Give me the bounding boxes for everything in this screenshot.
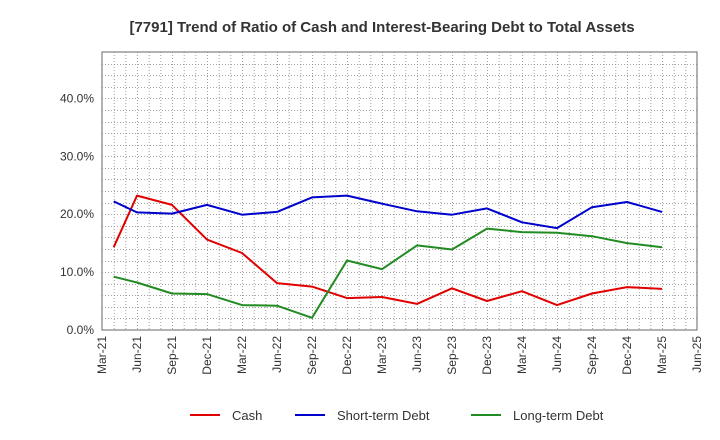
series-line-long-term-debt <box>113 227 663 319</box>
y-tick-label: 10.0% <box>60 265 94 279</box>
y-tick-label: 40.0% <box>60 91 94 105</box>
series-layer <box>112 194 663 319</box>
x-tick-label: Jun-22 <box>270 336 284 373</box>
plot-frame <box>101 51 698 331</box>
x-tick-label: Mar-21 <box>95 336 109 374</box>
series-line-short-term-debt <box>113 194 663 230</box>
series-line-cash <box>112 194 663 307</box>
legend-label-cash: Cash <box>232 408 262 423</box>
x-tick-label: Sep-24 <box>585 336 599 375</box>
y-tick-label: 0.0% <box>67 323 95 337</box>
grid-layer <box>101 51 698 331</box>
x-tick-label: Mar-24 <box>515 336 529 374</box>
y-tick-label: 30.0% <box>60 149 94 163</box>
y-tick-label: 20.0% <box>60 207 94 221</box>
legend-label-short-term-debt: Short-term Debt <box>337 408 430 423</box>
x-tick-label: Dec-22 <box>340 336 354 375</box>
x-tick-label: Dec-24 <box>620 336 634 375</box>
x-tick-label: Mar-25 <box>655 336 669 374</box>
chart-title: [7791] Trend of Ratio of Cash and Intere… <box>129 19 634 36</box>
x-tick-label: Mar-23 <box>375 336 389 374</box>
x-tick-label: Sep-21 <box>165 336 179 375</box>
x-tick-label: Jun-21 <box>130 336 144 373</box>
legend: Cash Short-term Debt Long-term Debt <box>190 408 604 423</box>
x-tick-label: Jun-24 <box>550 336 564 373</box>
axis-layer: 0.0% 10.0% 20.0% 30.0% 40.0% Mar-21 Jun-21 Sep-… <box>60 91 704 374</box>
x-tick-label: Sep-22 <box>305 336 319 375</box>
x-tick-label: Mar-22 <box>235 336 249 374</box>
legend-label-long-term-debt: Long-term Debt <box>513 408 604 423</box>
x-tick-label: Dec-21 <box>200 336 214 375</box>
x-tick-label: Jun-25 <box>690 336 704 373</box>
x-tick-label: Dec-23 <box>480 336 494 375</box>
x-tick-label: Jun-23 <box>410 336 424 373</box>
x-tick-label: Sep-23 <box>445 336 459 375</box>
